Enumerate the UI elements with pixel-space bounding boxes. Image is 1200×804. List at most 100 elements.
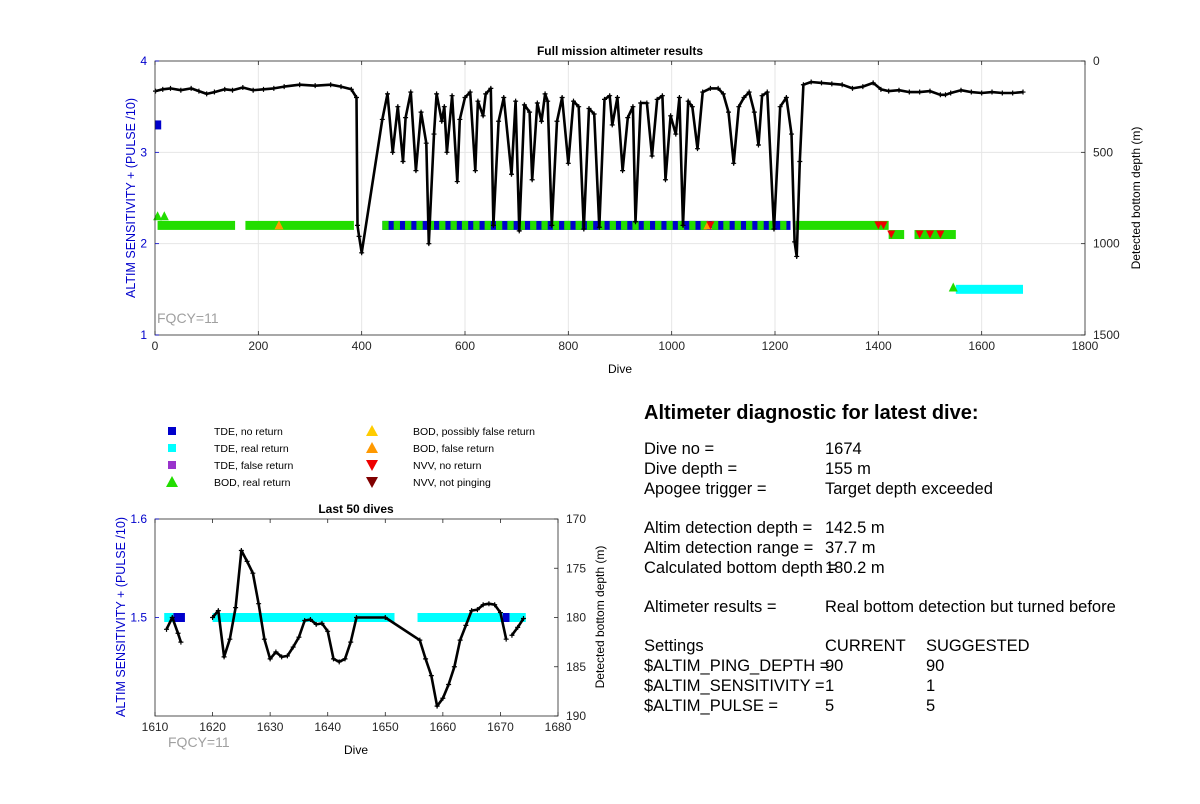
detection-range-value: 37.7 m <box>825 539 876 557</box>
y2-tick-label: 0 <box>1093 54 1100 68</box>
depth-point <box>356 233 362 239</box>
setting-pulse-row: $ALTIM_PULSE = 5 5 <box>644 696 1184 716</box>
depth-point <box>644 100 650 106</box>
y2-tick-label: 175 <box>566 561 586 575</box>
depth-point <box>418 109 424 115</box>
depth-point <box>676 95 682 101</box>
setting-sensitivity-row: $ALTIM_SENSITIVITY = 1 1 <box>644 676 1184 696</box>
depth-point <box>169 615 175 620</box>
depth-point <box>917 89 923 95</box>
depth-point <box>441 104 447 110</box>
legend-marker-square <box>168 427 176 435</box>
depth-point <box>312 83 318 89</box>
apogee-trigger-label: Apogee trigger = <box>644 480 767 498</box>
depth-point <box>797 158 803 164</box>
depth-point <box>313 621 319 627</box>
depth-point <box>808 79 814 85</box>
depth-point <box>700 89 706 95</box>
depth-point <box>614 95 620 101</box>
depth-point <box>480 113 486 119</box>
dive-no-value: 1674 <box>825 440 862 458</box>
depth-point <box>319 620 325 626</box>
x-tick-label: 1400 <box>865 339 892 353</box>
settings-marker <box>706 221 715 230</box>
settings-band-piece <box>439 220 446 230</box>
bottom-y-label: ALTIM SENSITIVITY + (PULSE /10) <box>114 517 128 717</box>
depth-point <box>354 615 359 620</box>
detection-range-row: Altim detection range = 37.7 m <box>644 538 1184 558</box>
depth-point <box>325 628 331 634</box>
depth-point <box>271 85 277 91</box>
legend: TDE, no return TDE, real return TDE, false… <box>166 425 535 489</box>
legend-marker-triangle-down <box>366 460 378 471</box>
depth-point <box>250 570 256 576</box>
setting-sensitivity-current: 1 <box>825 677 835 695</box>
depth-point <box>878 86 884 92</box>
y-tick-label: 2 <box>140 237 147 251</box>
top-y-ticks: 1 2 3 4 <box>140 54 159 342</box>
setting-pulse-current: 5 <box>825 697 835 715</box>
depth-point <box>296 634 302 640</box>
x-tick-label: 1610 <box>142 720 169 734</box>
top-y2-ticks: 0 500 1000 1500 <box>1081 54 1120 342</box>
depth-point <box>222 86 228 92</box>
depth-point <box>342 656 348 662</box>
depth-point <box>227 636 233 642</box>
x-tick-label: 200 <box>248 339 268 353</box>
depth-point <box>440 695 446 701</box>
diagnostic-title: Altimeter diagnostic for latest dive: <box>644 402 979 424</box>
x-tick-label: 1650 <box>372 720 399 734</box>
settings-band-piece <box>734 220 741 230</box>
depth-point <box>715 85 721 91</box>
depth-point <box>457 637 463 643</box>
settings-band-piece <box>541 220 548 230</box>
settings-band <box>914 230 956 240</box>
settings-band <box>382 220 791 230</box>
settings-marker <box>948 282 958 292</box>
dive-depth-label: Dive depth = <box>644 460 738 478</box>
depth-point <box>943 92 948 98</box>
depth-point <box>680 222 686 228</box>
settings-band-piece <box>405 220 412 230</box>
settings-header-row: Settings CURRENT SUGGESTED <box>644 636 1184 656</box>
depth-point <box>449 93 455 99</box>
depth-point <box>196 88 202 94</box>
depth-point <box>771 226 777 232</box>
depth-point <box>175 630 181 636</box>
depth-point <box>431 131 437 137</box>
depth-point <box>233 605 239 611</box>
settings-band-piece <box>518 220 525 230</box>
y2-tick-label: 170 <box>566 512 586 526</box>
full-mission-chart: 0 200 400 600 800 1000 1200 1400 1600 1800 1 2 3 4 0… <box>124 44 1143 376</box>
settings-marker <box>936 230 945 239</box>
bottom-depth-value: 180.2 m <box>825 559 885 577</box>
depth-point <box>474 607 480 613</box>
apogee-trigger-value: Target depth exceeded <box>825 480 993 498</box>
top-plot-area <box>155 61 1085 335</box>
depth-point <box>746 89 752 95</box>
depth-point <box>290 644 296 650</box>
settings-marker <box>887 230 896 239</box>
x-tick-label: 1200 <box>762 339 789 353</box>
depth-point <box>463 622 469 628</box>
depth-point <box>571 98 576 104</box>
depth-point <box>469 608 475 614</box>
depth-point <box>355 222 361 228</box>
depth-point <box>492 602 498 608</box>
settings-band-piece <box>416 220 423 230</box>
detection-depth-label: Altim detection depth = <box>644 519 813 537</box>
top-x-label: Dive <box>608 362 632 376</box>
legend-label: TDE, no return <box>214 426 283 438</box>
depth-point <box>999 90 1005 96</box>
depth-point <box>529 177 535 183</box>
results-label: Altimeter results = <box>644 598 777 616</box>
y-tick-label: 3 <box>140 145 147 159</box>
depth-point <box>602 96 607 102</box>
depth-point <box>267 656 273 662</box>
depth-point <box>211 89 217 95</box>
setting-sensitivity-label: $ALTIM_SENSITIVITY = <box>644 677 825 695</box>
depth-point <box>565 160 571 166</box>
depth-point <box>178 87 184 93</box>
settings-header-suggested: SUGGESTED <box>926 637 1030 655</box>
depth-point <box>382 615 388 620</box>
